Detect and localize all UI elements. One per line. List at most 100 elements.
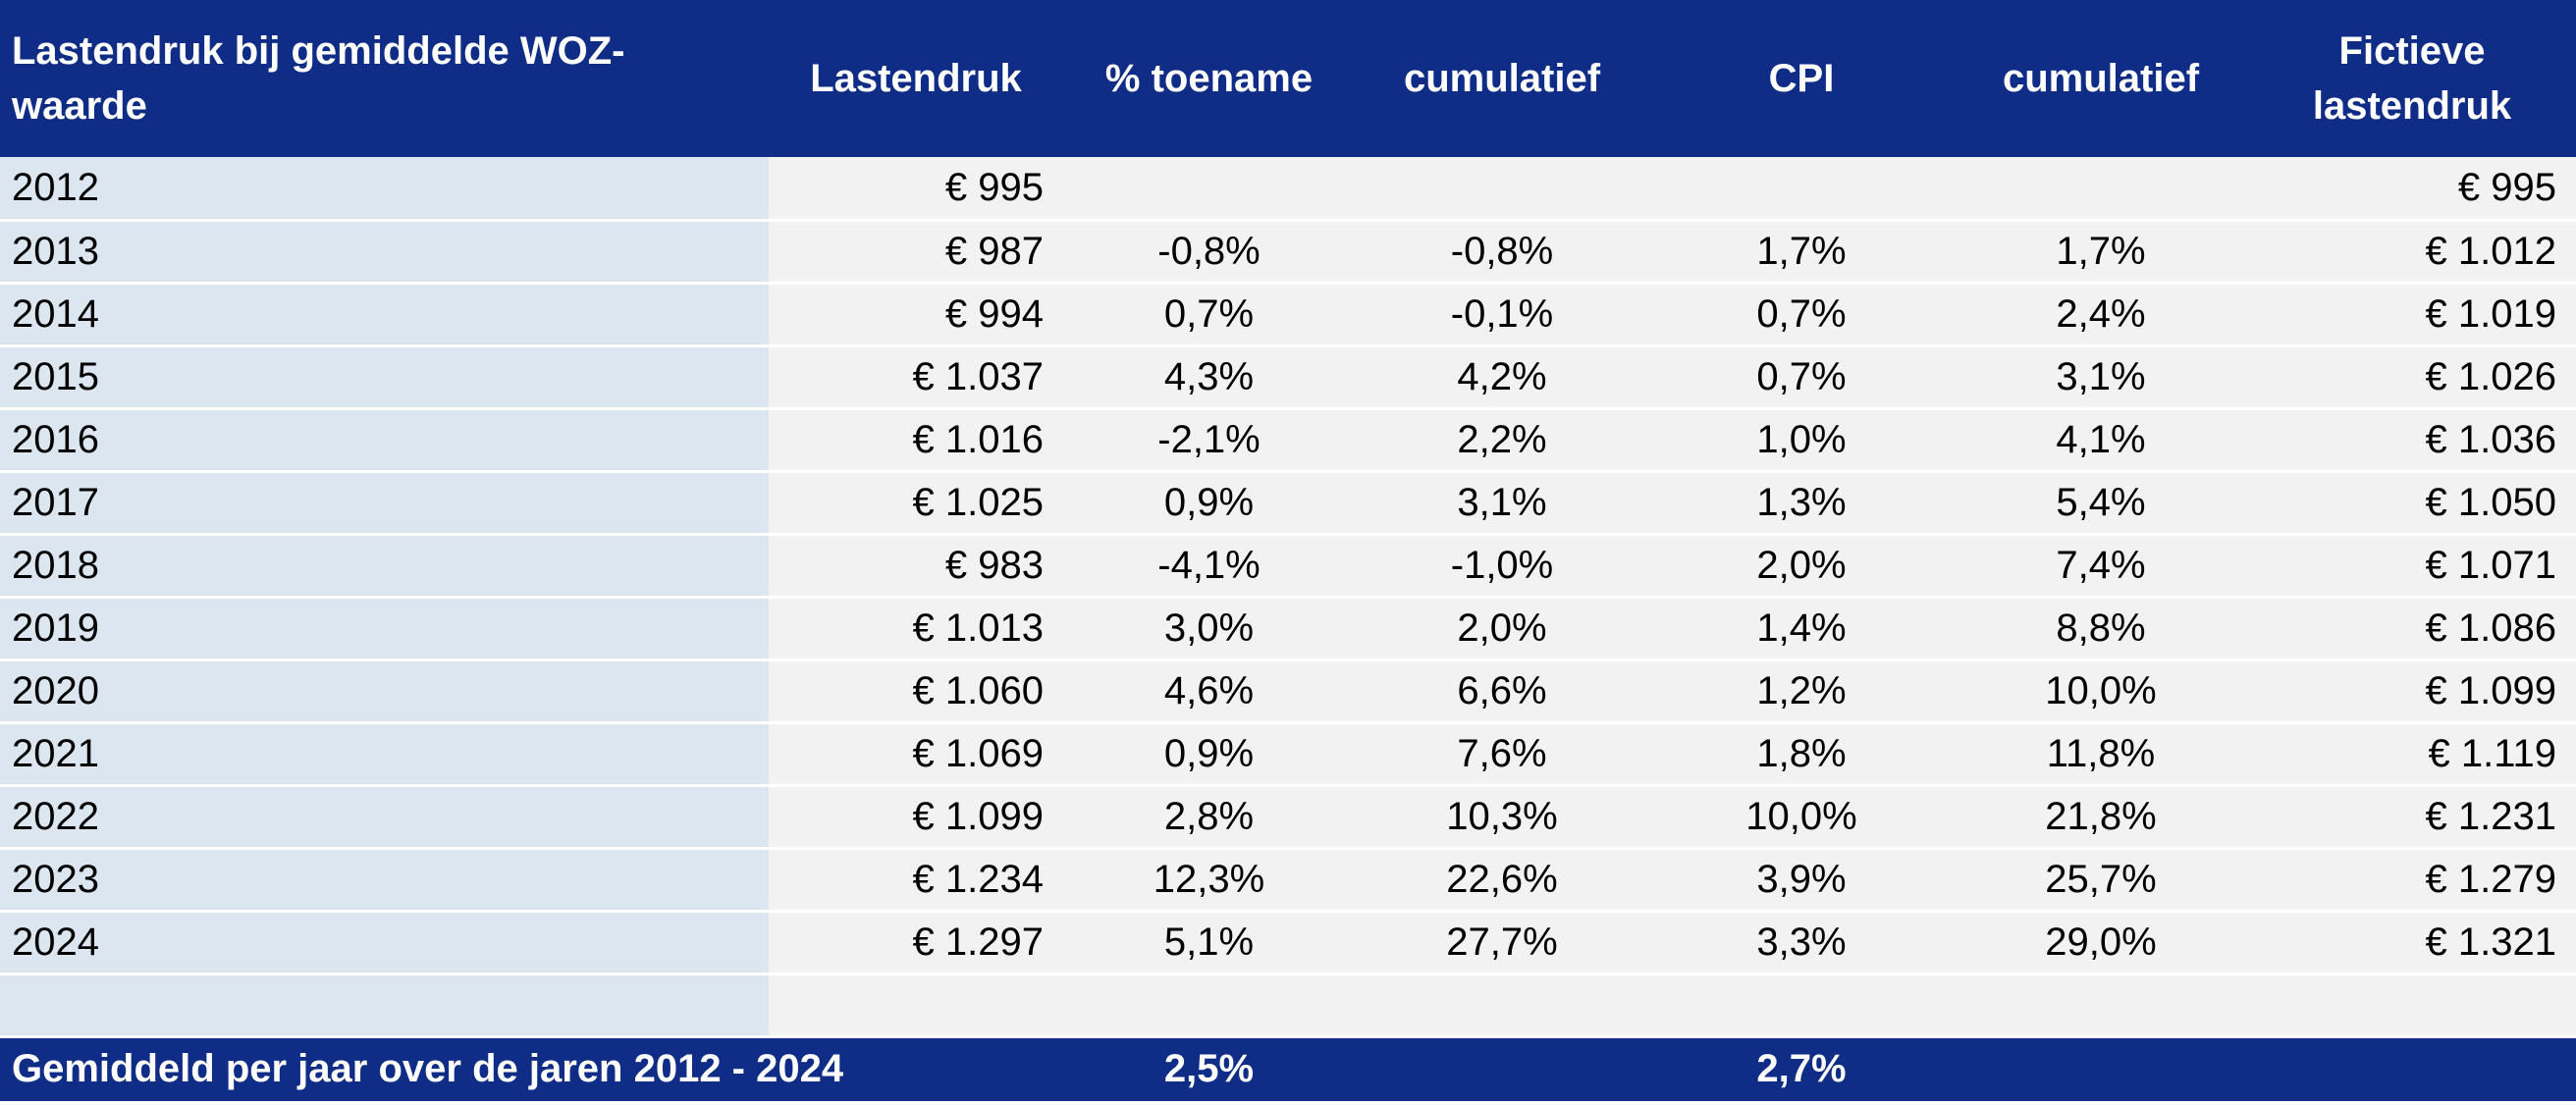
year-cell: 2015 xyxy=(0,345,769,410)
value-cell: € 983 xyxy=(769,534,1063,599)
year-cell: 2018 xyxy=(0,534,769,599)
value-cell: € 995 xyxy=(769,157,1063,222)
value-cell: 11,8% xyxy=(1954,722,2248,787)
year-cell: 2016 xyxy=(0,408,769,473)
value-cell: 12,3% xyxy=(1063,848,1355,913)
value-cell: 25,7% xyxy=(1954,848,2248,913)
value-cell: 29,0% xyxy=(1954,911,2248,975)
value-cell: 21,8% xyxy=(1954,785,2248,850)
value-cell: -2,1% xyxy=(1063,408,1355,473)
value-cell: 7,4% xyxy=(1954,534,2248,599)
year-cell: 2012 xyxy=(0,157,769,222)
value-cell: 1,4% xyxy=(1649,597,1954,661)
value-cell: 2,2% xyxy=(1355,408,1649,473)
value-cell: 2,4% xyxy=(1954,283,2248,347)
year-cell: 2023 xyxy=(0,848,769,913)
year-cell: 2024 xyxy=(0,911,769,975)
value-cell: 3,9% xyxy=(1649,848,1954,913)
table-row: 2013 € 987 -0,8% -0,8% 1,7% 1,7% € 1.012 xyxy=(0,220,2576,285)
value-cell: € 994 xyxy=(769,283,1063,347)
value-cell: € 1.234 xyxy=(769,848,1063,913)
footer-cell xyxy=(1355,1036,1649,1101)
value-cell: € 1.036 xyxy=(2248,408,2576,473)
value-cell: -1,0% xyxy=(1355,534,1649,599)
value-cell: € 1.086 xyxy=(2248,597,2576,661)
value-cell: € 1.321 xyxy=(2248,911,2576,975)
footer-label: Gemiddeld per jaar over de jaren 2012 - … xyxy=(0,1036,1063,1101)
value-cell: -0,8% xyxy=(1355,220,1649,285)
value-cell: 10,0% xyxy=(1954,659,2248,724)
value-cell: € 1.019 xyxy=(2248,283,2576,347)
table-row: 2017 € 1.025 0,9% 3,1% 1,3% 5,4% € 1.050 xyxy=(0,471,2576,536)
value-cell xyxy=(1954,157,2248,222)
value-cell: -0,8% xyxy=(1063,220,1355,285)
value-cell: -4,1% xyxy=(1063,534,1355,599)
table-body: 2012 € 995 € 995 2013 € 987 -0,8% -0,8% 1,7% 1,7… xyxy=(0,157,2576,1038)
value-cell: € 1.013 xyxy=(769,597,1063,661)
value-cell: € 1.050 xyxy=(2248,471,2576,536)
value-cell: 4,1% xyxy=(1954,408,2248,473)
table-row: 2020 € 1.060 4,6% 6,6% 1,2% 10,0% € 1.099 xyxy=(0,659,2576,724)
value-cell xyxy=(1355,157,1649,222)
value-cell: € 1.071 xyxy=(2248,534,2576,599)
footer-cell xyxy=(2248,1036,2576,1101)
value-cell: 1,8% xyxy=(1649,722,1954,787)
value-cell: 3,1% xyxy=(1355,471,1649,536)
value-cell: 1,2% xyxy=(1649,659,1954,724)
value-cell: € 1.012 xyxy=(2248,220,2576,285)
empty-cell xyxy=(1063,973,1355,1038)
value-cell: 1,3% xyxy=(1649,471,1954,536)
value-cell: 27,7% xyxy=(1355,911,1649,975)
value-cell: 4,3% xyxy=(1063,345,1355,410)
value-cell: € 1.279 xyxy=(2248,848,2576,913)
empty-cell xyxy=(1649,973,1954,1038)
header-cell: Lastendruk bij gemiddelde WOZ-waarde xyxy=(0,0,769,157)
header-cell: CPI xyxy=(1649,0,1954,157)
value-cell: 2,0% xyxy=(1355,597,1649,661)
value-cell: 1,7% xyxy=(1954,220,2248,285)
value-cell: 0,7% xyxy=(1063,283,1355,347)
value-cell: 0,7% xyxy=(1649,283,1954,347)
footer-toename: 2,5% xyxy=(1063,1036,1355,1101)
table-row: 2021 € 1.069 0,9% 7,6% 1,8% 11,8% € 1.119 xyxy=(0,722,2576,787)
value-cell: € 1.037 xyxy=(769,345,1063,410)
value-cell: 0,7% xyxy=(1649,345,1954,410)
table-row: 2022 € 1.099 2,8% 10,3% 10,0% 21,8% € 1.231 xyxy=(0,785,2576,850)
year-cell: 2013 xyxy=(0,220,769,285)
footer-row: Gemiddeld per jaar over de jaren 2012 - … xyxy=(0,1036,2576,1101)
table-footer: Gemiddeld per jaar over de jaren 2012 - … xyxy=(0,1036,2576,1101)
value-cell: 7,6% xyxy=(1355,722,1649,787)
year-cell: 2020 xyxy=(0,659,769,724)
value-cell: 1,7% xyxy=(1649,220,1954,285)
year-cell: 2019 xyxy=(0,597,769,661)
year-cell: 2021 xyxy=(0,722,769,787)
value-cell: 10,0% xyxy=(1649,785,1954,850)
value-cell: € 1.119 xyxy=(2248,722,2576,787)
value-cell: 5,1% xyxy=(1063,911,1355,975)
value-cell: € 1.069 xyxy=(769,722,1063,787)
value-cell: € 1.060 xyxy=(769,659,1063,724)
value-cell: 10,3% xyxy=(1355,785,1649,850)
table-row: 2018 € 983 -4,1% -1,0% 2,0% 7,4% € 1.071 xyxy=(0,534,2576,599)
empty-row xyxy=(0,973,2576,1038)
value-cell: € 1.026 xyxy=(2248,345,2576,410)
value-cell xyxy=(1649,157,1954,222)
header-cell: Lastendruk xyxy=(769,0,1063,157)
table-row: 2012 € 995 € 995 xyxy=(0,157,2576,222)
value-cell: 0,9% xyxy=(1063,471,1355,536)
value-cell: 4,6% xyxy=(1063,659,1355,724)
table-header: Lastendruk bij gemiddelde WOZ-waarde Last… xyxy=(0,0,2576,157)
empty-cell xyxy=(0,973,769,1038)
empty-cell xyxy=(1954,973,2248,1038)
header-cell: cumulatief xyxy=(1355,0,1649,157)
value-cell: 3,0% xyxy=(1063,597,1355,661)
value-cell: -0,1% xyxy=(1355,283,1649,347)
table-row: 2016 € 1.016 -2,1% 2,2% 1,0% 4,1% € 1.036 xyxy=(0,408,2576,473)
empty-cell xyxy=(1355,973,1649,1038)
value-cell: 2,0% xyxy=(1649,534,1954,599)
value-cell: 3,1% xyxy=(1954,345,2248,410)
value-cell: € 1.297 xyxy=(769,911,1063,975)
value-cell: 6,6% xyxy=(1355,659,1649,724)
